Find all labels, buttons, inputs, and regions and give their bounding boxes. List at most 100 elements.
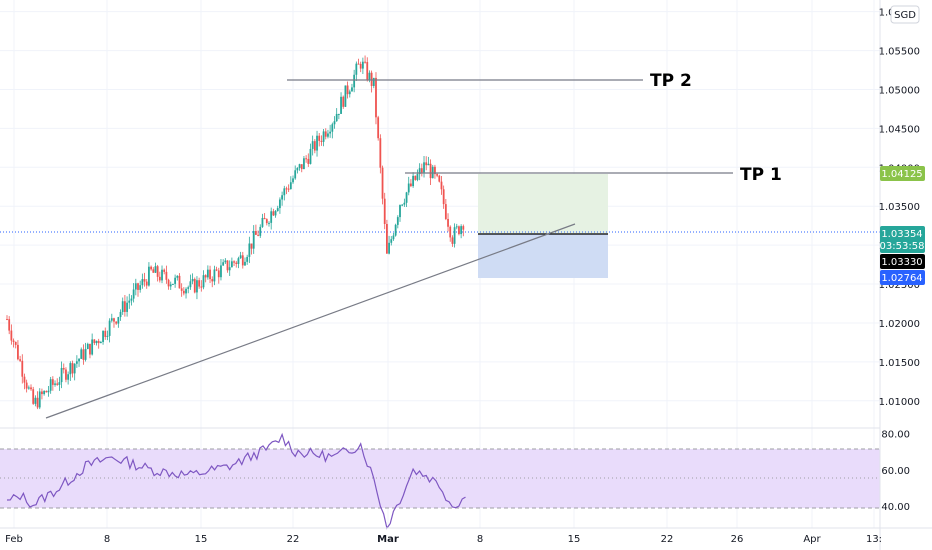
candle	[392, 233, 395, 241]
candle	[121, 297, 124, 315]
rsi-tick-label: 60.00	[881, 466, 910, 477]
candle-body	[263, 217, 266, 220]
candle-body	[91, 339, 94, 355]
candle	[143, 272, 146, 287]
candle	[65, 367, 67, 383]
price-pane[interactable]	[0, 0, 880, 428]
candle-body	[126, 302, 128, 312]
candle-body	[440, 181, 443, 190]
candle-body	[292, 178, 294, 183]
candle-body	[368, 72, 371, 80]
candle-body	[279, 199, 281, 209]
candle-body	[237, 258, 240, 264]
candle	[340, 92, 342, 114]
profit-target-zone[interactable]	[478, 174, 608, 234]
candle	[333, 116, 336, 129]
candle	[449, 225, 452, 242]
candle-body	[318, 135, 321, 141]
time-tick-label: 22	[661, 534, 674, 545]
candle-body	[134, 283, 137, 290]
candle	[410, 179, 412, 188]
candle	[226, 260, 229, 273]
candle-body	[274, 211, 277, 216]
bar-countdown-text: 03:53:58	[880, 241, 925, 252]
candle-body	[377, 117, 380, 139]
candle-body	[178, 275, 181, 289]
candle	[235, 260, 238, 268]
candle	[78, 358, 80, 367]
candle	[49, 376, 52, 394]
candle	[222, 259, 225, 267]
candle	[150, 265, 152, 271]
candle	[346, 81, 349, 99]
tp1-label[interactable]: TP 1	[740, 165, 782, 185]
candle	[169, 281, 172, 290]
candle-body	[359, 63, 362, 69]
candle-body	[196, 280, 198, 293]
candle	[434, 164, 436, 179]
candle-body	[198, 280, 201, 287]
time-tick-label: 26	[731, 534, 744, 545]
candle-body	[145, 281, 148, 286]
candle-body	[403, 202, 406, 205]
candle-body	[75, 361, 78, 364]
candle	[47, 385, 50, 397]
candle-body	[38, 391, 41, 408]
candle	[296, 167, 299, 174]
candle-body	[427, 163, 430, 166]
tp2-label[interactable]: TP 2	[650, 71, 692, 91]
candle-body	[49, 379, 52, 391]
candle-body	[30, 387, 32, 390]
candle-body	[110, 318, 113, 321]
candle	[396, 215, 399, 229]
candle-body	[287, 188, 290, 190]
candle-body	[132, 289, 135, 299]
candle-body	[124, 301, 126, 312]
stop-loss-zone[interactable]	[478, 234, 608, 278]
candle-body	[119, 311, 122, 318]
currency-label[interactable]: SGD	[894, 10, 916, 21]
rsi-tick-label: 40.00	[881, 502, 910, 513]
candle	[388, 235, 390, 255]
candle	[366, 57, 369, 82]
candle	[191, 273, 194, 285]
candle-body	[54, 383, 56, 385]
candle-body	[447, 218, 449, 227]
candle-body	[313, 141, 316, 151]
time-axis[interactable]: Feb 8 15 22 Mar 8 15 22 26 Apr 13:	[5, 534, 882, 545]
candle	[163, 268, 166, 275]
candle	[386, 219, 388, 254]
candle	[75, 355, 78, 368]
candle-body	[156, 266, 159, 277]
candle	[255, 224, 257, 235]
trendline[interactable]	[45, 223, 576, 419]
candle	[80, 347, 83, 360]
candle-body	[268, 222, 270, 224]
candle	[172, 283, 174, 285]
candle	[71, 360, 74, 378]
candle	[97, 338, 100, 349]
time-tick-label: 8	[477, 534, 483, 545]
candle	[8, 316, 11, 335]
candle	[25, 379, 28, 393]
candle	[34, 395, 37, 407]
candle	[67, 371, 70, 385]
candle	[137, 282, 139, 297]
candle	[139, 280, 142, 293]
candle-body	[167, 279, 170, 287]
candle	[429, 159, 432, 185]
candle-body	[337, 113, 340, 115]
candle	[390, 236, 393, 246]
candle-body	[182, 290, 185, 294]
candle	[460, 224, 463, 239]
candle-body	[211, 279, 214, 282]
currency-button[interactable]	[890, 5, 920, 24]
candle	[416, 169, 419, 182]
candle-body	[449, 226, 452, 238]
candle-body	[165, 271, 168, 280]
candle-body	[355, 63, 358, 75]
candle-body	[331, 124, 334, 132]
candle-body	[296, 167, 299, 171]
